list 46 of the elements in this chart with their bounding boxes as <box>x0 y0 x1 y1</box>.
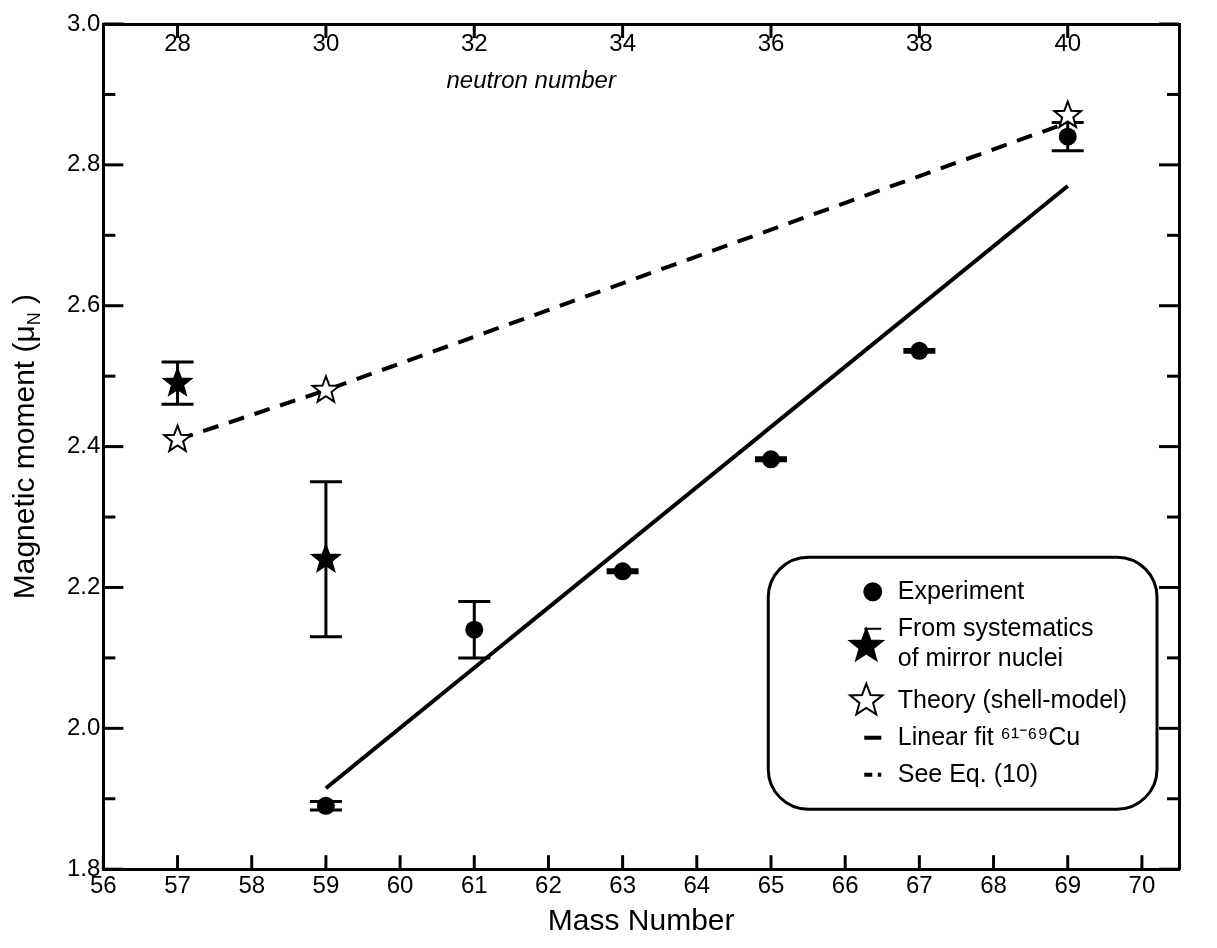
y-tick-label: 2.2 <box>66 572 101 600</box>
x-tick-label: 69 <box>1054 871 1082 899</box>
x-tick-label: 66 <box>831 871 859 899</box>
point <box>316 796 335 815</box>
x2-tick-label: 28 <box>164 28 191 56</box>
x-tick-label: 62 <box>535 871 562 899</box>
x-tick-label: 65 <box>757 871 785 899</box>
x-tick-label: 60 <box>386 871 414 899</box>
y-tick-label: 2.8 <box>66 149 101 177</box>
y-tick-label: 2.4 <box>66 431 101 459</box>
point <box>311 544 341 572</box>
point <box>163 424 192 452</box>
x-tick-label: 58 <box>238 871 266 899</box>
point <box>762 450 780 469</box>
x-tick-label: 57 <box>164 871 191 899</box>
x2-tick-label: 40 <box>1054 28 1082 56</box>
point <box>311 375 341 403</box>
x-tick-label: 68 <box>980 871 1007 899</box>
legend-label: See Eq. (10) <box>897 758 1039 787</box>
x2-axis-title: neutron number <box>446 66 617 93</box>
y-tick-label: 2.6 <box>66 290 101 318</box>
x-tick-label: 61 <box>460 871 488 899</box>
x2-tick-label: 32 <box>460 28 488 56</box>
y-tick-label: 3.0 <box>66 8 101 36</box>
x2-tick-label: 36 <box>757 28 785 56</box>
point <box>1053 100 1083 128</box>
x-tick-label: 59 <box>312 871 340 899</box>
legend-label: Theory (shell-model) <box>897 684 1128 713</box>
x-tick-label: 70 <box>1128 871 1156 899</box>
point <box>910 341 929 360</box>
x2-tick-label: 38 <box>906 28 933 56</box>
point <box>465 620 484 639</box>
x-tick-label: 67 <box>906 871 933 899</box>
x2-tick-label: 34 <box>609 28 636 56</box>
x2-tick-label: 30 <box>312 28 340 56</box>
x-tick-label: 63 <box>609 871 636 899</box>
point <box>1058 127 1077 146</box>
legend-label: Experiment <box>897 575 1025 604</box>
x-axis-title: Mass Number <box>547 903 735 937</box>
point <box>613 562 632 581</box>
point <box>163 368 192 396</box>
y-tick-label: 2.0 <box>66 712 101 740</box>
x-tick-label: 64 <box>683 871 711 899</box>
y-axis-title: Magnetic moment (μN ) <box>7 293 44 600</box>
legend-label: From systematics of mirror nuclei <box>897 612 1094 671</box>
legend-label: Linear fit ⁶¹⁻⁶⁹Cu <box>897 721 1081 750</box>
